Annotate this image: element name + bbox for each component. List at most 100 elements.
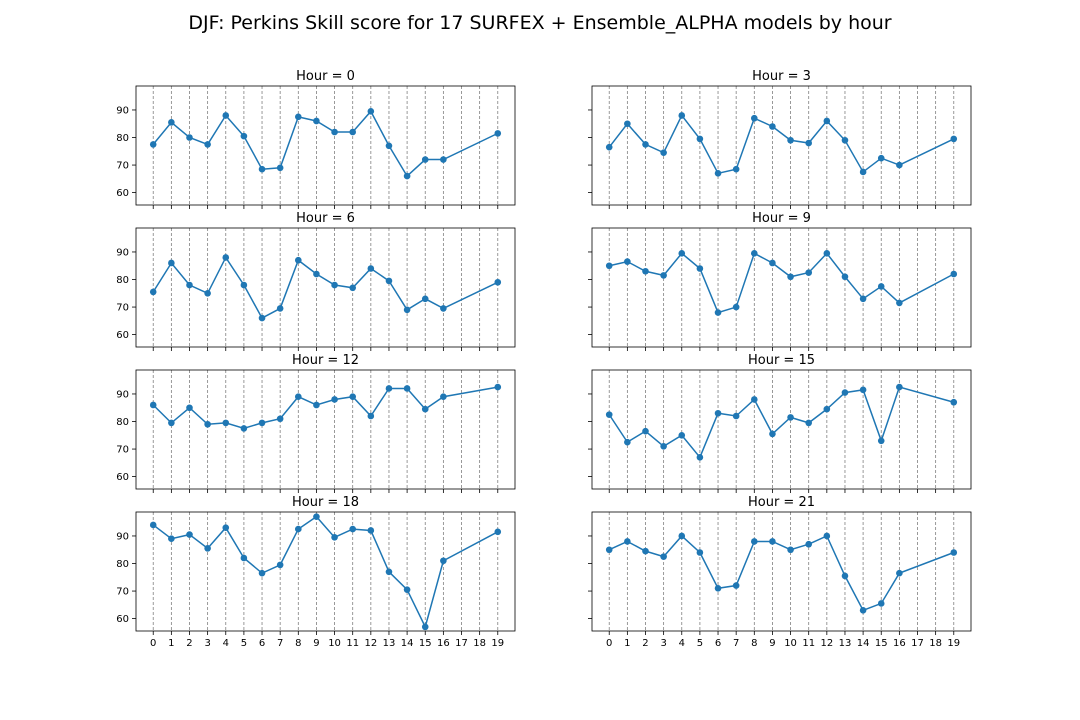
x-tick-label: 12 — [364, 638, 377, 649]
data-point — [787, 136, 794, 144]
series-line — [608, 114, 955, 175]
data-point — [403, 306, 411, 314]
data-point — [624, 538, 631, 545]
data-point — [258, 165, 266, 173]
data-point — [950, 135, 958, 143]
data-point — [186, 404, 193, 412]
data-point — [149, 288, 157, 296]
x-tick-label: 15 — [419, 638, 432, 649]
subplot-panel: Hour = 0 60 70 80 90 — [116, 69, 516, 209]
data-point — [841, 136, 849, 144]
data-point — [823, 405, 831, 413]
x-tick-label: 14 — [401, 638, 414, 649]
series-line — [152, 386, 498, 430]
data-point — [403, 586, 411, 593]
y-tick-label: 80 — [116, 275, 129, 286]
data-point — [331, 128, 338, 136]
x-tick-label: 13 — [839, 638, 852, 649]
data-point — [276, 561, 284, 569]
x-tick-label: 2 — [642, 638, 648, 649]
data-point — [294, 256, 302, 264]
data-point — [240, 425, 248, 432]
data-point — [877, 437, 885, 445]
y-tick-label: 70 — [116, 445, 129, 456]
data-point — [714, 309, 722, 316]
x-tick-label: 19 — [491, 638, 504, 649]
y-tick-label: 60 — [116, 472, 129, 483]
subplot-title: Hour = 21 — [748, 495, 815, 510]
data-point — [421, 405, 429, 413]
data-point — [732, 582, 740, 589]
data-point — [642, 267, 649, 275]
data-point — [294, 113, 302, 121]
subplot-panel: Hour = 15 — [588, 353, 972, 493]
x-tick-label: 14 — [857, 638, 870, 649]
data-point — [385, 385, 393, 392]
series-line — [608, 386, 954, 459]
data-point — [440, 557, 447, 565]
y-tick-label: 90 — [116, 389, 129, 400]
x-tick-label: 4 — [679, 638, 685, 649]
data-point — [149, 521, 157, 529]
data-point — [823, 250, 831, 257]
data-point — [204, 289, 211, 297]
data-point — [714, 170, 722, 177]
data-point — [859, 386, 867, 394]
data-point — [805, 419, 813, 427]
subplot-panel: Hour = 210 1 2 3 4 5 6 7 8 9 10 11 12 13 14 15 16 17 18 19 — [588, 495, 972, 649]
data-point — [696, 454, 704, 461]
data-point — [204, 141, 211, 148]
data-point — [222, 524, 230, 532]
data-point — [769, 430, 776, 438]
x-tick-label: 0 — [150, 638, 156, 649]
subplot-title: Hour = 9 — [752, 211, 811, 226]
data-point — [186, 531, 193, 538]
y-tick-label: 80 — [116, 133, 129, 144]
axes-frame — [591, 85, 972, 206]
data-point — [168, 535, 175, 543]
data-point — [440, 156, 447, 163]
figure-title: DJF: Perkins Skill score for 17 SURFEX +… — [188, 12, 891, 34]
data-point — [732, 412, 740, 420]
data-point — [186, 134, 193, 141]
subplot-panel: Hour = 6 60 70 80 90 — [116, 211, 516, 351]
y-tick-label: 60 — [116, 188, 129, 199]
axes-frame — [135, 85, 516, 206]
data-point — [660, 443, 667, 450]
data-point — [385, 277, 393, 285]
data-point — [841, 389, 849, 396]
data-point — [313, 401, 320, 409]
data-point — [660, 553, 667, 560]
x-tick-label: 17 — [455, 638, 468, 649]
data-point — [494, 130, 502, 137]
axes-frame — [135, 227, 516, 348]
data-point — [678, 250, 686, 257]
data-point — [859, 295, 867, 303]
data-point — [642, 547, 649, 555]
data-point — [385, 142, 393, 150]
data-point — [421, 156, 429, 163]
data-point — [660, 149, 667, 156]
subplot-title: Hour = 6 — [296, 211, 355, 226]
axes-frame — [591, 227, 972, 348]
x-tick-label: 11 — [346, 638, 359, 649]
y-tick-label: 80 — [116, 417, 129, 428]
x-tick-label: 8 — [751, 638, 757, 649]
data-point — [494, 528, 502, 536]
x-tick-label: 6 — [715, 638, 721, 649]
x-tick-label: 1 — [168, 638, 174, 649]
x-tick-label: 19 — [947, 638, 960, 649]
data-point — [787, 414, 794, 421]
subplot-title: Hour = 0 — [296, 69, 355, 84]
x-tick-label: 18 — [929, 638, 942, 649]
x-tick-label: 18 — [473, 638, 486, 649]
data-point — [240, 281, 248, 289]
x-tick-label: 17 — [911, 638, 924, 649]
x-tick-label: 12 — [820, 638, 833, 649]
data-point — [823, 117, 831, 125]
x-tick-label: 13 — [383, 638, 396, 649]
data-point — [605, 143, 613, 151]
